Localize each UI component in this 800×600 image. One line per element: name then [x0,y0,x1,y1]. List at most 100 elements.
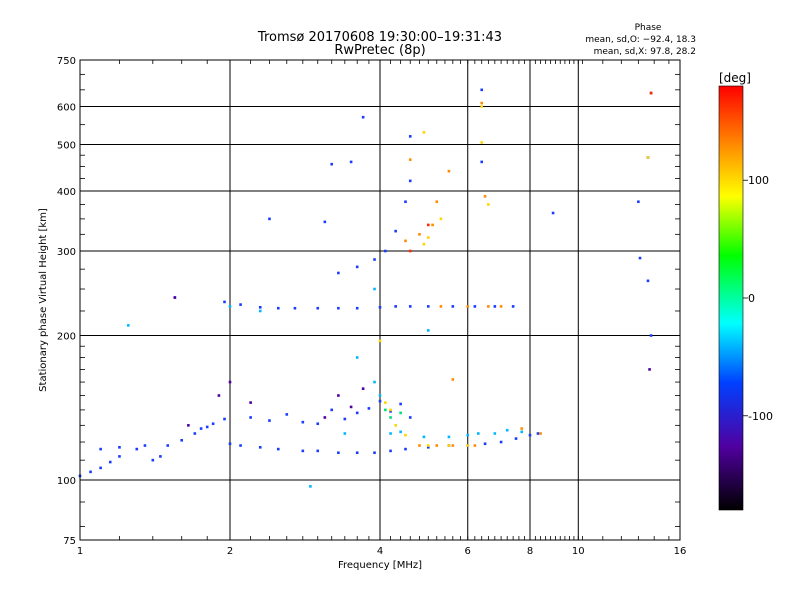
data-point [422,435,426,439]
data-point [480,88,484,92]
data-point [367,407,371,410]
data-point [166,444,170,447]
data-point [349,405,353,409]
data-point [118,455,121,458]
data-point [118,446,121,449]
y-tick-label: 400 [57,187,76,198]
data-point [180,438,184,442]
data-point [408,249,412,253]
y-axis-ticks: 75 100 200 300 400 500 600 750 [57,56,680,547]
colorbar-tick-label: 100 [748,174,769,187]
data-point [394,424,397,427]
data-point [249,401,252,404]
data-point [447,169,451,173]
data-point [378,399,382,403]
data-point [551,211,555,215]
data-point [426,444,430,447]
data-point [228,380,232,384]
x-tick-label: 4 [377,546,383,557]
data-point [193,432,197,435]
data-point [404,200,407,204]
data-point [378,306,382,309]
data-point [343,417,347,421]
data-point [511,305,515,308]
data-point [637,200,640,204]
data-point [373,287,376,291]
data-point [646,279,650,283]
data-point [422,242,426,246]
data-point [378,394,382,397]
data-point [447,435,451,439]
data-point [389,432,392,435]
data-point [249,416,252,419]
data-point [258,446,262,449]
data-point [487,305,490,308]
x-tick-label: 10 [572,546,585,557]
data-point [316,306,320,310]
data-point [466,433,470,437]
data-point [389,449,392,453]
data-point [384,249,387,253]
data-point [648,368,651,371]
data-point [520,427,524,430]
y-tick-label: 300 [57,247,76,258]
data-point [505,428,509,432]
data-points [78,88,653,488]
phase-stats-x: mean, sd,X: 97.8, 28.2 [594,47,696,57]
data-point [447,444,451,447]
data-point [384,408,387,412]
data-point [439,217,443,221]
data-point [135,447,139,451]
data-point [355,411,359,415]
data-point [473,305,477,308]
data-point [187,424,190,427]
y-tick-label: 75 [63,536,76,547]
data-point [408,179,412,183]
data-point [408,135,412,138]
data-point [223,300,226,304]
data-point [394,305,397,308]
colorbar-label: [deg] [719,71,751,85]
data-point [343,432,347,435]
phase-stats-header: Phase [635,23,662,33]
data-point [330,162,334,166]
data-point [451,444,455,447]
data-point [499,440,503,444]
colorbar-tick-label: 0 [748,292,755,305]
data-point [426,223,430,227]
data-point [528,433,532,437]
x-tick-label: 8 [527,546,533,557]
data-point [223,417,226,421]
data-point [205,425,209,429]
data-point [483,195,487,198]
data-point [426,236,430,239]
data-point [309,485,312,488]
x-tick-label: 2 [227,546,233,557]
data-point [408,305,412,308]
colorbar-ticks: 100 0 -100 [743,174,773,423]
data-point [285,413,289,416]
data-point [301,420,305,424]
data-point [355,356,359,359]
x-axis-label: Frequency [MHz] [338,560,422,571]
data-point [426,446,430,449]
data-point [389,416,392,419]
data-point [649,334,653,337]
data-point [316,422,320,426]
data-point [276,306,280,310]
x-tick-label: 6 [465,546,471,557]
data-point [384,401,387,404]
data-point [337,271,340,275]
data-point [493,305,497,308]
data-point [466,444,470,447]
data-point [394,229,397,233]
colorbar [718,85,744,511]
data-point [480,160,484,164]
data-point [99,466,102,470]
data-point [239,444,242,447]
data-point [539,432,542,435]
data-point [323,416,327,419]
data-point [536,432,540,435]
data-point [199,427,203,430]
